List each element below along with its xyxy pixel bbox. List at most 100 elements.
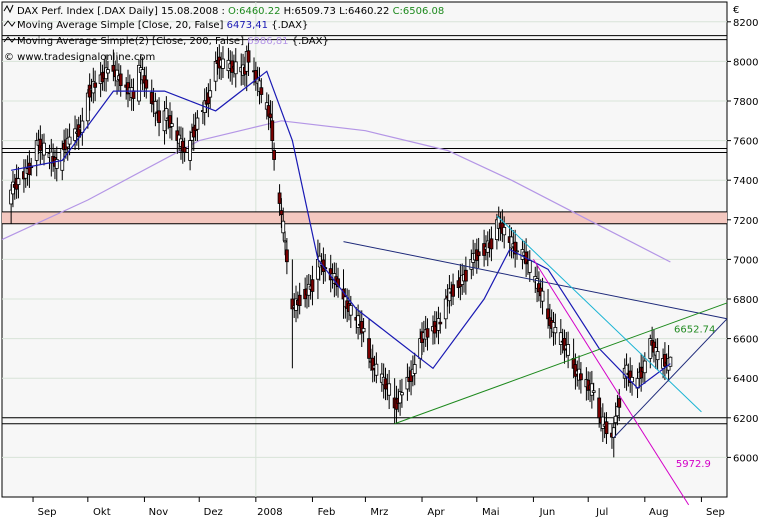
candle-body bbox=[540, 290, 545, 302]
y-tick-label: 7600 bbox=[733, 137, 758, 148]
x-tick-label: Apr bbox=[427, 507, 445, 518]
candle-body bbox=[169, 123, 174, 127]
candle-body bbox=[443, 298, 448, 320]
candle-body bbox=[600, 416, 605, 429]
candle-body bbox=[281, 220, 286, 234]
x-tick-label: Feb bbox=[318, 507, 336, 518]
ma200-line bbox=[1, 120, 671, 263]
candle-body bbox=[400, 392, 404, 396]
x-tick-label: Mai bbox=[482, 507, 500, 518]
y-tick-label: 8200 bbox=[733, 18, 758, 29]
candle-body bbox=[668, 356, 673, 367]
candle-body bbox=[613, 415, 618, 424]
y-tick-label: 7200 bbox=[733, 216, 758, 227]
candle-body bbox=[283, 240, 287, 243]
candles bbox=[9, 37, 673, 458]
candle-body bbox=[297, 294, 302, 306]
x-tick-label: Nov bbox=[149, 507, 169, 518]
candle-body bbox=[425, 328, 430, 338]
candle-body bbox=[502, 227, 507, 236]
candle-body bbox=[144, 79, 149, 89]
candle-body bbox=[87, 84, 92, 98]
candle-body bbox=[153, 101, 158, 114]
candle-body bbox=[279, 210, 284, 216]
candle-body bbox=[67, 136, 72, 145]
y-tick-label: 6400 bbox=[733, 374, 758, 385]
x-tick-label: Sep bbox=[706, 507, 725, 518]
candle-body bbox=[310, 279, 315, 292]
candle-body bbox=[182, 146, 187, 153]
y-tick-label: 6000 bbox=[733, 453, 758, 464]
candle-body bbox=[73, 128, 77, 141]
candle-body bbox=[27, 162, 32, 175]
candle-body bbox=[157, 110, 161, 123]
candle-body bbox=[259, 87, 264, 95]
x-tick-label: Okt bbox=[93, 507, 111, 518]
highlight-zone bbox=[2, 211, 727, 224]
candle-body bbox=[213, 61, 218, 82]
ma200-series bbox=[1, 120, 671, 263]
candle-body bbox=[16, 178, 21, 185]
candle-series-icon bbox=[3, 4, 14, 14]
candle-body bbox=[589, 383, 594, 396]
price-annotation: 5972.9 bbox=[676, 459, 711, 470]
candle-body bbox=[208, 90, 213, 98]
x-tick-label: Aug bbox=[649, 507, 669, 518]
candle-body bbox=[195, 117, 200, 130]
candle-body bbox=[268, 113, 273, 119]
candle-body bbox=[246, 50, 251, 63]
candle-body bbox=[527, 260, 532, 273]
candle-body bbox=[663, 354, 667, 367]
candle-body bbox=[553, 327, 558, 334]
candle-body bbox=[348, 305, 353, 316]
downtrend-upper-trendline bbox=[343, 241, 728, 320]
x-tick-label: Mrz bbox=[370, 507, 388, 518]
candle-body bbox=[106, 69, 110, 74]
candle-body bbox=[270, 120, 275, 142]
candle-body bbox=[42, 142, 46, 156]
candle-body bbox=[361, 328, 366, 333]
candle-body bbox=[655, 351, 660, 361]
legend-ma20: Moving Average Simple [Close, 20, False]… bbox=[17, 20, 308, 31]
candle-body bbox=[566, 344, 571, 356]
price-annotation: 6652.74 bbox=[674, 325, 715, 336]
candle-body bbox=[188, 140, 192, 161]
axes: 8200 8000 7800 7600 7400 7200 7000 6800 6600 6400… bbox=[32, 18, 758, 518]
ma20-series bbox=[11, 70, 671, 389]
y-tick-label: 7000 bbox=[733, 255, 758, 266]
y-tick-label: 8000 bbox=[733, 57, 758, 68]
candle-body bbox=[76, 124, 81, 138]
candle-body bbox=[591, 390, 596, 393]
candle-body bbox=[617, 398, 622, 408]
candle-body bbox=[11, 181, 15, 195]
triangle-lower-trendline bbox=[613, 318, 728, 438]
candle-body bbox=[447, 288, 452, 302]
x-tick-label: Jul bbox=[595, 507, 608, 518]
trendlines bbox=[343, 215, 728, 506]
legend-main: DAX Perf. Index [.DAX Daily] 15.08.2008 … bbox=[17, 6, 444, 17]
y-tick-label: 7400 bbox=[733, 176, 758, 187]
candle-body bbox=[412, 364, 417, 374]
candle-body bbox=[387, 383, 392, 396]
candle-body bbox=[131, 90, 136, 99]
y-tick-label: 7800 bbox=[733, 97, 758, 108]
currency-symbol: € bbox=[733, 5, 739, 16]
x-tick-label: Dez bbox=[204, 507, 223, 518]
candle-body bbox=[558, 332, 563, 345]
candle-body bbox=[367, 338, 371, 359]
ma200-series-icon bbox=[3, 36, 16, 43]
candle-body bbox=[579, 373, 583, 381]
candle-body bbox=[284, 249, 289, 263]
x-tick-label: 2008 bbox=[257, 507, 282, 518]
candle-body bbox=[642, 360, 647, 374]
candle-body bbox=[221, 58, 225, 69]
candle-body bbox=[118, 73, 123, 87]
candle-body bbox=[438, 321, 443, 325]
candle-body bbox=[451, 284, 455, 297]
candle-body bbox=[573, 364, 578, 377]
candle-body bbox=[476, 251, 481, 257]
candle-body bbox=[374, 363, 379, 376]
candle-body bbox=[80, 120, 85, 133]
plot-area bbox=[1, 1, 728, 498]
